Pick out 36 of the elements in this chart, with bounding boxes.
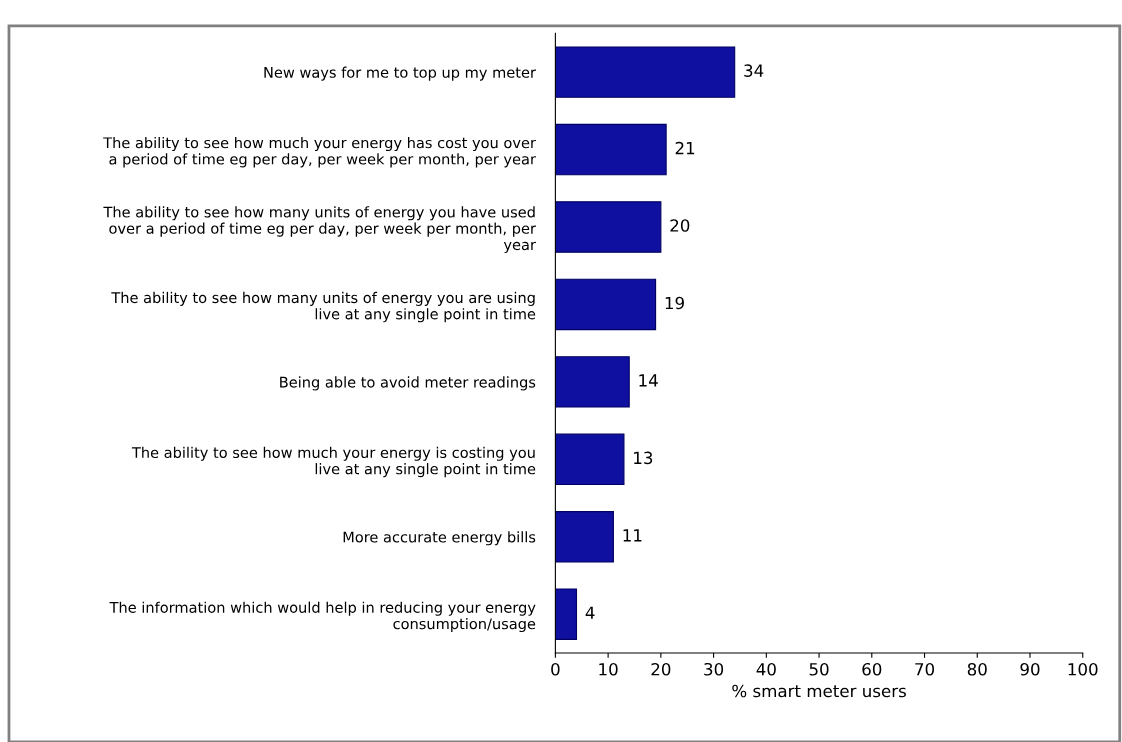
x-tick-label: 50 — [809, 662, 829, 676]
x-tick-label: 40 — [756, 662, 776, 676]
bar — [555, 433, 625, 486]
x-tick-label: 0 — [551, 662, 560, 676]
y-tick-label: The ability to see how many units of energy you are using live at any single point in time — [111, 291, 536, 323]
x-tick-label: 100 — [1068, 662, 1098, 676]
x-tick-label: 10 — [599, 662, 618, 676]
data-label: 34 — [744, 64, 764, 77]
x-tick-label: 80 — [967, 662, 987, 676]
data-label: 13 — [634, 451, 653, 465]
y-tick-label: The ability to see how much your energy has cost you over a period of time eg per day, per week per month, per year — [103, 136, 536, 168]
bar — [555, 201, 662, 253]
data-label: 4 — [585, 606, 595, 619]
y-tick-label: More accurate energy bills — [343, 531, 536, 546]
x-axis-title: % smart meter users — [732, 684, 906, 698]
bar — [555, 278, 657, 331]
data-label: 20 — [670, 219, 690, 232]
y-tick-label: The ability to see how much your energy is costing you live at any single point in time — [131, 446, 536, 478]
y-tick-label: The ability to see how many units of energy you have used over a period of time eg per day, per week per month, per year — [103, 206, 536, 254]
y-tick-label: New ways for me to top up my meter — [264, 66, 536, 81]
bar — [555, 123, 667, 176]
data-label: 19 — [665, 296, 684, 310]
bar — [555, 46, 736, 98]
x-tick-label: 70 — [915, 662, 935, 676]
x-tick-label: 90 — [1020, 662, 1040, 676]
data-label: 21 — [675, 141, 695, 155]
data-label: 14 — [639, 374, 658, 387]
y-tick-label: Being able to avoid meter readings — [280, 376, 536, 391]
y-tick-label: The information which would help in reducing your energy consumption/usage — [109, 601, 536, 633]
x-tick-label: 60 — [862, 662, 882, 676]
data-label: 11 — [623, 529, 642, 542]
x-tick-label: 30 — [704, 662, 724, 676]
bar — [555, 588, 578, 640]
bar — [555, 511, 614, 563]
bar — [555, 356, 630, 408]
x-tick-label: 20 — [651, 662, 671, 676]
